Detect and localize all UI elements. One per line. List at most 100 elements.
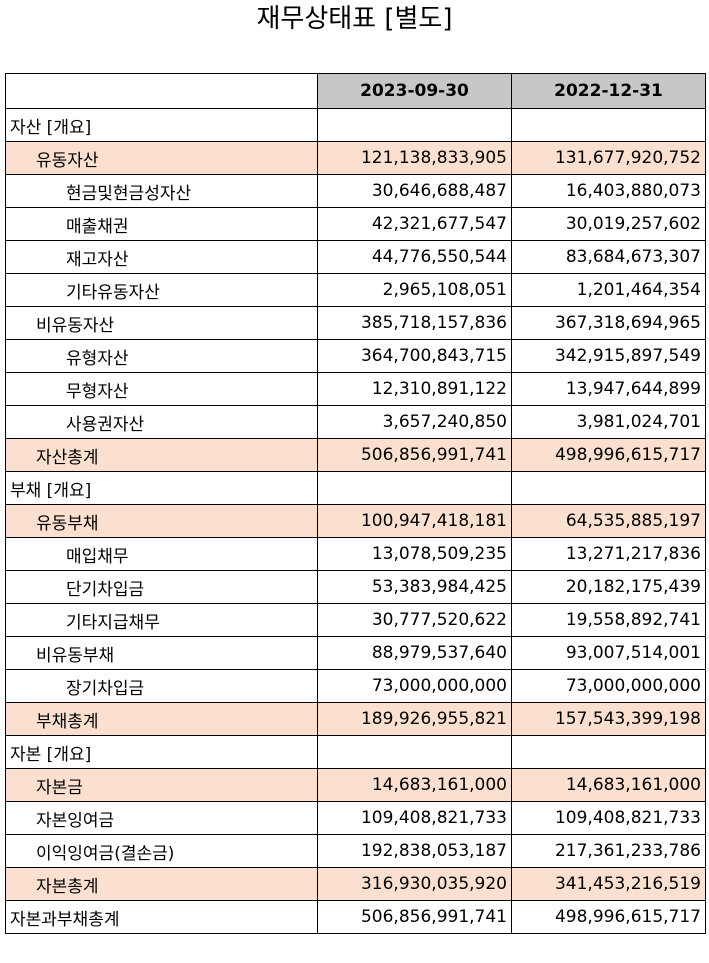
row-label: 자본금 — [5, 768, 318, 802]
value-2022-12-31: 30,019,257,602 — [511, 207, 706, 241]
row-label: 유동자산 — [5, 141, 318, 175]
value-2022-12-31: 13,947,644,899 — [511, 372, 706, 406]
row-label: 자본과부채총계 — [5, 900, 318, 934]
table-row: 사용권자산 3,657,240,850 3,981,024,701 — [5, 405, 706, 439]
table-row: 자본 [개요] — [5, 735, 706, 769]
table-row: 현금및현금성자산 30,646,688,487 16,403,880,073 — [5, 174, 706, 208]
value-2023-09-30 — [317, 735, 512, 769]
value-2022-12-31: 83,684,673,307 — [511, 240, 706, 274]
row-label: 현금및현금성자산 — [5, 174, 318, 208]
value-2022-12-31: 217,361,233,786 — [511, 834, 706, 868]
header-blank-cell — [5, 73, 318, 109]
value-2023-09-30: 42,321,677,547 — [317, 207, 512, 241]
table-row: 유동부채 100,947,418,181 64,535,885,197 — [5, 504, 706, 538]
table-body: 자산 [개요] 유동자산 121,138,833,905 131,677,920,75… — [5, 108, 706, 934]
row-label: 자산총계 — [5, 438, 318, 472]
table-row: 기타지급채무 30,777,520,622 19,558,892,741 — [5, 603, 706, 637]
row-label: 무형자산 — [5, 372, 318, 406]
value-2022-12-31: 16,403,880,073 — [511, 174, 706, 208]
row-label: 매출채권 — [5, 207, 318, 241]
value-2022-12-31: 13,271,217,836 — [511, 537, 706, 571]
value-2023-09-30: 12,310,891,122 — [317, 372, 512, 406]
table-row: 자산 [개요] — [5, 108, 706, 142]
value-2023-09-30: 506,856,991,741 — [317, 900, 512, 934]
row-label: 단기차입금 — [5, 570, 318, 604]
value-2022-12-31: 498,996,615,717 — [511, 438, 706, 472]
value-2023-09-30: 53,383,984,425 — [317, 570, 512, 604]
table-row: 자산총계 506,856,991,741 498,996,615,717 — [5, 438, 706, 472]
value-2022-12-31 — [511, 471, 706, 505]
value-2022-12-31: 93,007,514,001 — [511, 636, 706, 670]
page-title: 재무상태표 [별도] — [256, 4, 453, 34]
table-row: 자본총계 316,930,035,920 341,453,216,519 — [5, 867, 706, 901]
table-row: 부채총계 189,926,955,821 157,543,399,198 — [5, 702, 706, 736]
table-row: 유동자산 121,138,833,905 131,677,920,752 — [5, 141, 706, 175]
table-row: 부채 [개요] — [5, 471, 706, 505]
table-row: 무형자산 12,310,891,122 13,947,644,899 — [5, 372, 706, 406]
value-2023-09-30: 73,000,000,000 — [317, 669, 512, 703]
row-label: 재고자산 — [5, 240, 318, 274]
row-label: 비유동부채 — [5, 636, 318, 670]
row-label: 유형자산 — [5, 339, 318, 373]
value-2023-09-30: 121,138,833,905 — [317, 141, 512, 175]
row-label: 기타유동자산 — [5, 273, 318, 307]
row-label: 자본 [개요] — [5, 735, 318, 769]
value-2022-12-31: 20,182,175,439 — [511, 570, 706, 604]
value-2022-12-31: 157,543,399,198 — [511, 702, 706, 736]
value-2023-09-30: 44,776,550,544 — [317, 240, 512, 274]
table-row: 장기차입금 73,000,000,000 73,000,000,000 — [5, 669, 706, 703]
table-header-row: 2023-09-30 2022-12-31 — [5, 73, 706, 109]
value-2022-12-31: 367,318,694,965 — [511, 306, 706, 340]
value-2023-09-30: 192,838,053,187 — [317, 834, 512, 868]
column-header-2023-09-30: 2023-09-30 — [317, 73, 512, 109]
value-2023-09-30: 13,078,509,235 — [317, 537, 512, 571]
row-label: 사용권자산 — [5, 405, 318, 439]
value-2023-09-30: 109,408,821,733 — [317, 801, 512, 835]
value-2022-12-31 — [511, 108, 706, 142]
value-2022-12-31: 14,683,161,000 — [511, 768, 706, 802]
row-label: 부채 [개요] — [5, 471, 318, 505]
value-2022-12-31: 73,000,000,000 — [511, 669, 706, 703]
table-row: 자본금 14,683,161,000 14,683,161,000 — [5, 768, 706, 802]
table-row: 기타유동자산 2,965,108,051 1,201,464,354 — [5, 273, 706, 307]
table-row: 자본과부채총계 506,856,991,741 498,996,615,717 — [5, 900, 706, 934]
value-2022-12-31 — [511, 735, 706, 769]
row-label: 장기차입금 — [5, 669, 318, 703]
table-row: 비유동부채 88,979,537,640 93,007,514,001 — [5, 636, 706, 670]
value-2022-12-31: 341,453,216,519 — [511, 867, 706, 901]
table-row: 매입채무 13,078,509,235 13,271,217,836 — [5, 537, 706, 571]
row-label: 자산 [개요] — [5, 108, 318, 142]
table-row: 재고자산 44,776,550,544 83,684,673,307 — [5, 240, 706, 274]
value-2023-09-30: 385,718,157,836 — [317, 306, 512, 340]
value-2022-12-31: 3,981,024,701 — [511, 405, 706, 439]
row-label: 비유동자산 — [5, 306, 318, 340]
value-2023-09-30 — [317, 471, 512, 505]
value-2022-12-31: 498,996,615,717 — [511, 900, 706, 934]
value-2022-12-31: 1,201,464,354 — [511, 273, 706, 307]
value-2022-12-31: 342,915,897,549 — [511, 339, 706, 373]
row-label: 자본총계 — [5, 867, 318, 901]
row-label: 자본잉여금 — [5, 801, 318, 835]
value-2022-12-31: 64,535,885,197 — [511, 504, 706, 538]
value-2023-09-30: 3,657,240,850 — [317, 405, 512, 439]
value-2022-12-31: 19,558,892,741 — [511, 603, 706, 637]
value-2023-09-30: 364,700,843,715 — [317, 339, 512, 373]
value-2023-09-30: 506,856,991,741 — [317, 438, 512, 472]
value-2023-09-30: 316,930,035,920 — [317, 867, 512, 901]
value-2023-09-30: 189,926,955,821 — [317, 702, 512, 736]
value-2023-09-30: 30,646,688,487 — [317, 174, 512, 208]
table-row: 매출채권 42,321,677,547 30,019,257,602 — [5, 207, 706, 241]
value-2023-09-30 — [317, 108, 512, 142]
row-label: 매입채무 — [5, 537, 318, 571]
row-label: 유동부채 — [5, 504, 318, 538]
row-label: 기타지급채무 — [5, 603, 318, 637]
value-2022-12-31: 109,408,821,733 — [511, 801, 706, 835]
column-header-2022-12-31: 2022-12-31 — [511, 73, 706, 109]
value-2022-12-31: 131,677,920,752 — [511, 141, 706, 175]
table-row: 유형자산 364,700,843,715 342,915,897,549 — [5, 339, 706, 373]
value-2023-09-30: 30,777,520,622 — [317, 603, 512, 637]
table-row: 단기차입금 53,383,984,425 20,182,175,439 — [5, 570, 706, 604]
value-2023-09-30: 88,979,537,640 — [317, 636, 512, 670]
value-2023-09-30: 14,683,161,000 — [317, 768, 512, 802]
table-row: 자본잉여금 109,408,821,733 109,408,821,733 — [5, 801, 706, 835]
